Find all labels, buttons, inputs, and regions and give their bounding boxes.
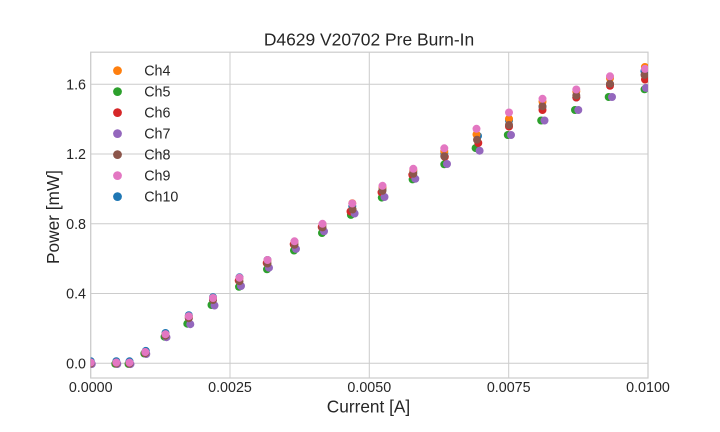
svg-text:Power [mW]: Power [mW]	[43, 170, 63, 264]
svg-text:Ch4: Ch4	[144, 64, 170, 80]
svg-text:Ch7: Ch7	[144, 127, 170, 143]
svg-text:Ch8: Ch8	[144, 148, 170, 164]
svg-text:Current [A]: Current [A]	[327, 396, 410, 416]
svg-text:Ch5: Ch5	[144, 85, 170, 101]
svg-text:Ch10: Ch10	[144, 190, 178, 206]
svg-text:D4629 V20702 Pre Burn-In: D4629 V20702 Pre Burn-In	[264, 29, 474, 49]
svg-text:0.0075: 0.0075	[487, 380, 531, 396]
svg-text:0.0025: 0.0025	[208, 380, 252, 396]
svg-text:1.2: 1.2	[66, 147, 86, 163]
svg-text:0.0: 0.0	[66, 356, 86, 372]
svg-text:0.4: 0.4	[66, 287, 86, 303]
svg-text:0.0000: 0.0000	[69, 380, 113, 396]
svg-text:0.8: 0.8	[66, 217, 86, 233]
svg-text:0.0050: 0.0050	[347, 380, 391, 396]
svg-text:1.6: 1.6	[66, 77, 86, 93]
svg-text:Ch9: Ch9	[144, 169, 170, 185]
svg-text:0.0100: 0.0100	[626, 380, 670, 396]
svg-text:Ch6: Ch6	[144, 106, 170, 122]
